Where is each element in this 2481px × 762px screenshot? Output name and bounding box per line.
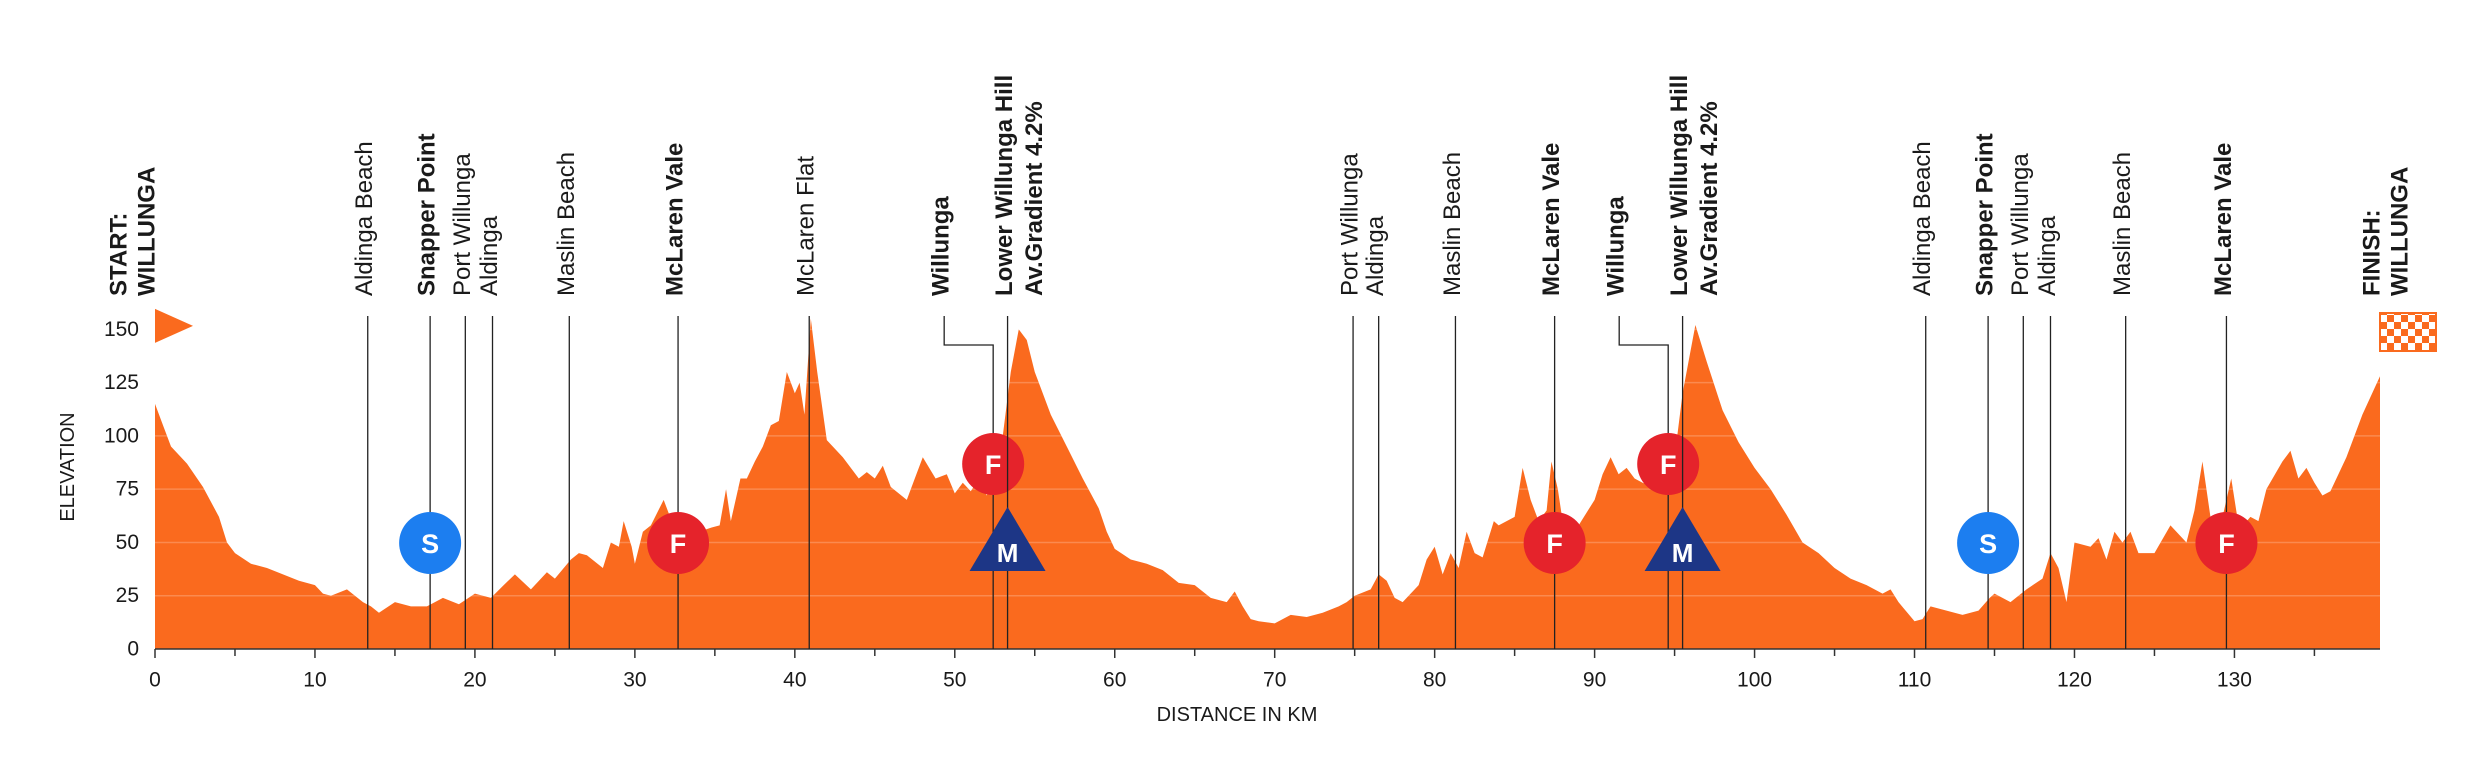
place-label: Aldinga (476, 215, 503, 296)
mountain-badge (969, 507, 1046, 571)
place-label: Aldinga (2034, 215, 2061, 296)
x-tick-label: 10 (303, 669, 326, 692)
place-leader (1618, 316, 1669, 649)
place-label: McLaren Flat (793, 156, 820, 296)
place-label: Willunga (928, 196, 955, 296)
start-badge (1957, 512, 2020, 574)
place-label: Maslin Beach (1439, 152, 1466, 296)
finish-badge (647, 512, 710, 574)
badge-letter: F (1660, 450, 1677, 480)
x-tick-label: 40 (783, 669, 806, 692)
place-label: Lower Willunga Hill (1666, 75, 1693, 296)
finish-badge (962, 433, 1025, 495)
place-label: WILLUNGA (2387, 167, 2414, 296)
badge-letter: F (2218, 529, 2235, 559)
place-label: Av.Gradient 4.2% (1021, 101, 1048, 296)
x-tick-label: 0 (149, 669, 161, 692)
start-flag (155, 308, 193, 343)
place-label: Maslin Beach (2109, 152, 2136, 296)
finish-badge (1523, 512, 1586, 574)
y-tick-label: 75 (116, 478, 139, 501)
place-label: Lower Willunga Hill (991, 75, 1018, 296)
y-axis-title: ELEVATION (57, 412, 79, 521)
x-tick-label: 120 (2057, 669, 2092, 692)
x-tick-label: 70 (1263, 669, 1286, 692)
x-tick-label: 130 (2217, 669, 2252, 692)
badge-letter: F (670, 529, 687, 559)
x-tick-label: 100 (1737, 669, 1772, 692)
badge-letter: S (1979, 529, 1997, 559)
place-label: Port Willunga (2007, 153, 2034, 296)
mountain-badge (1644, 507, 1721, 571)
y-tick-label: 150 (104, 318, 139, 341)
place-label: FINISH: (2359, 209, 2386, 296)
elevation-area (155, 318, 2380, 649)
place-label: Maslin Beach (553, 152, 580, 296)
badge-letter: S (421, 529, 439, 559)
x-tick-label: 110 (1898, 669, 1931, 692)
badge-letter: M (1672, 538, 1694, 568)
finish-badge (2195, 512, 2258, 574)
badge-letter: F (1546, 529, 1563, 559)
finish-badge (1637, 433, 1700, 495)
x-axis-title: DISTANCE IN KM (1157, 704, 1318, 726)
x-tick-label: 30 (623, 669, 646, 692)
place-label: Av.Gradient 4.2% (1696, 101, 1723, 296)
place-label: Snapper Point (414, 133, 441, 296)
place-label: Port Willunga (1337, 153, 1364, 296)
y-tick-label: 50 (116, 531, 139, 554)
place-label: Snapper Point (1972, 133, 1999, 296)
y-tick-label: 125 (104, 371, 139, 394)
x-tick-label: 20 (463, 669, 486, 692)
place-label: McLaren Vale (2210, 143, 2237, 296)
place-label: McLaren Vale (1538, 143, 1565, 296)
x-tick-label: 60 (1103, 669, 1126, 692)
y-tick-label: 0 (127, 638, 139, 661)
badge-letter: F (985, 450, 1002, 480)
x-tick-label: 90 (1583, 669, 1606, 692)
place-label: McLaren Vale (662, 143, 689, 296)
start-badge (399, 512, 462, 574)
x-tick-label: 80 (1423, 669, 1446, 692)
y-tick-label: 100 (104, 424, 139, 447)
place-label: Aldinga (1362, 215, 1389, 296)
place-leader (943, 316, 994, 649)
badge-letter: M (997, 538, 1019, 568)
finish-flag (2379, 312, 2437, 352)
place-label: Willunga (1603, 196, 1630, 296)
y-tick-label: 25 (116, 584, 139, 607)
place-label: Port Willunga (449, 153, 476, 296)
place-label: START: (106, 212, 133, 296)
place-label: Aldinga Beach (351, 141, 378, 296)
place-label: Aldinga Beach (1909, 141, 1936, 296)
place-label: WILLUNGA (134, 167, 161, 296)
x-tick-label: 50 (943, 669, 966, 692)
